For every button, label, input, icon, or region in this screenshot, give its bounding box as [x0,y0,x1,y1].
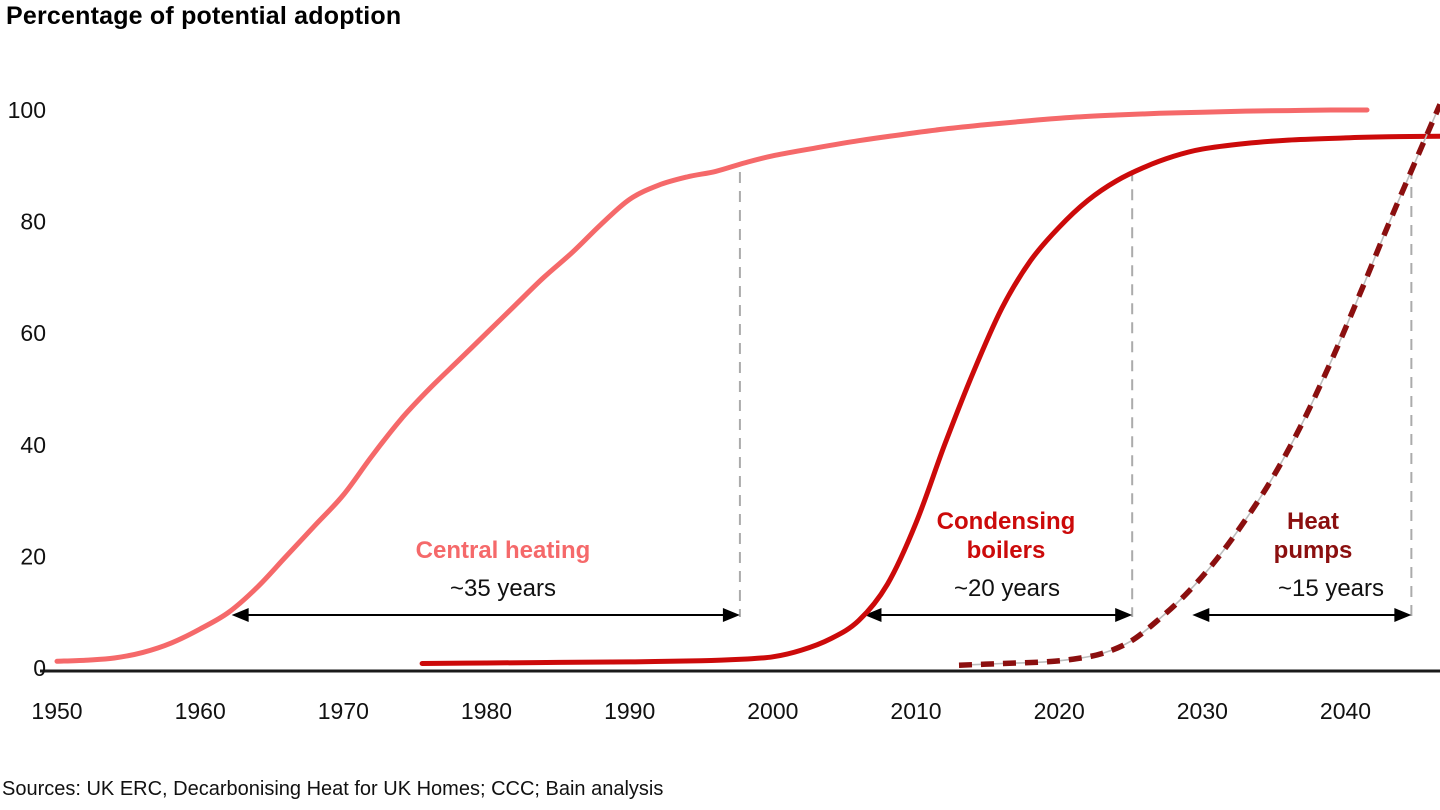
x-tick-label: 2030 [1177,698,1228,724]
chart-title: Percentage of potential adoption [6,2,402,30]
annotation-label-0: Central heating [416,537,591,564]
x-tick-label: 2040 [1320,698,1371,724]
annotation-arrow-head-left-1 [864,608,882,622]
annotation-label-1: boilers [967,537,1046,564]
annotation-arrow-head-right-1 [1115,608,1133,622]
annotation-label-2: pumps [1274,537,1353,564]
y-tick-label: 20 [20,543,46,569]
curve-heat-pumps [958,103,1440,668]
annotation-duration-2: ~15 years [1278,575,1384,602]
annotation-label-1: Condensing [937,508,1076,535]
annotation-label-2: Heat [1287,508,1339,535]
annotation-arrow-head-left-0 [231,608,249,622]
y-tick-label: 40 [20,432,46,458]
y-tick-label: 60 [20,320,46,346]
annotation-duration-1: ~20 years [954,575,1060,602]
x-tick-label: 1980 [461,698,512,724]
x-tick-label: 1990 [604,698,655,724]
x-tick-label: 1960 [175,698,226,724]
y-tick-label: 80 [20,209,46,235]
x-tick-label: 2020 [1034,698,1085,724]
x-tick-label: 1950 [31,698,82,724]
x-tick-label: 2000 [747,698,798,724]
curve-central-heating [54,107,1370,664]
annotation-arrow-head-left-2 [1192,608,1210,622]
annotation-arrow-head-right-2 [1394,608,1412,622]
y-tick-label: 0 [33,655,46,681]
source-note: Sources: UK ERC, Decarbonising Heat for … [2,778,664,800]
x-tick-label: 1970 [318,698,369,724]
annotation-arrow-head-right-0 [722,608,740,622]
annotation-duration-0: ~35 years [450,575,556,602]
y-tick-label: 100 [8,97,46,123]
curve-condensing-boilers [419,133,1440,666]
x-tick-label: 2010 [890,698,941,724]
